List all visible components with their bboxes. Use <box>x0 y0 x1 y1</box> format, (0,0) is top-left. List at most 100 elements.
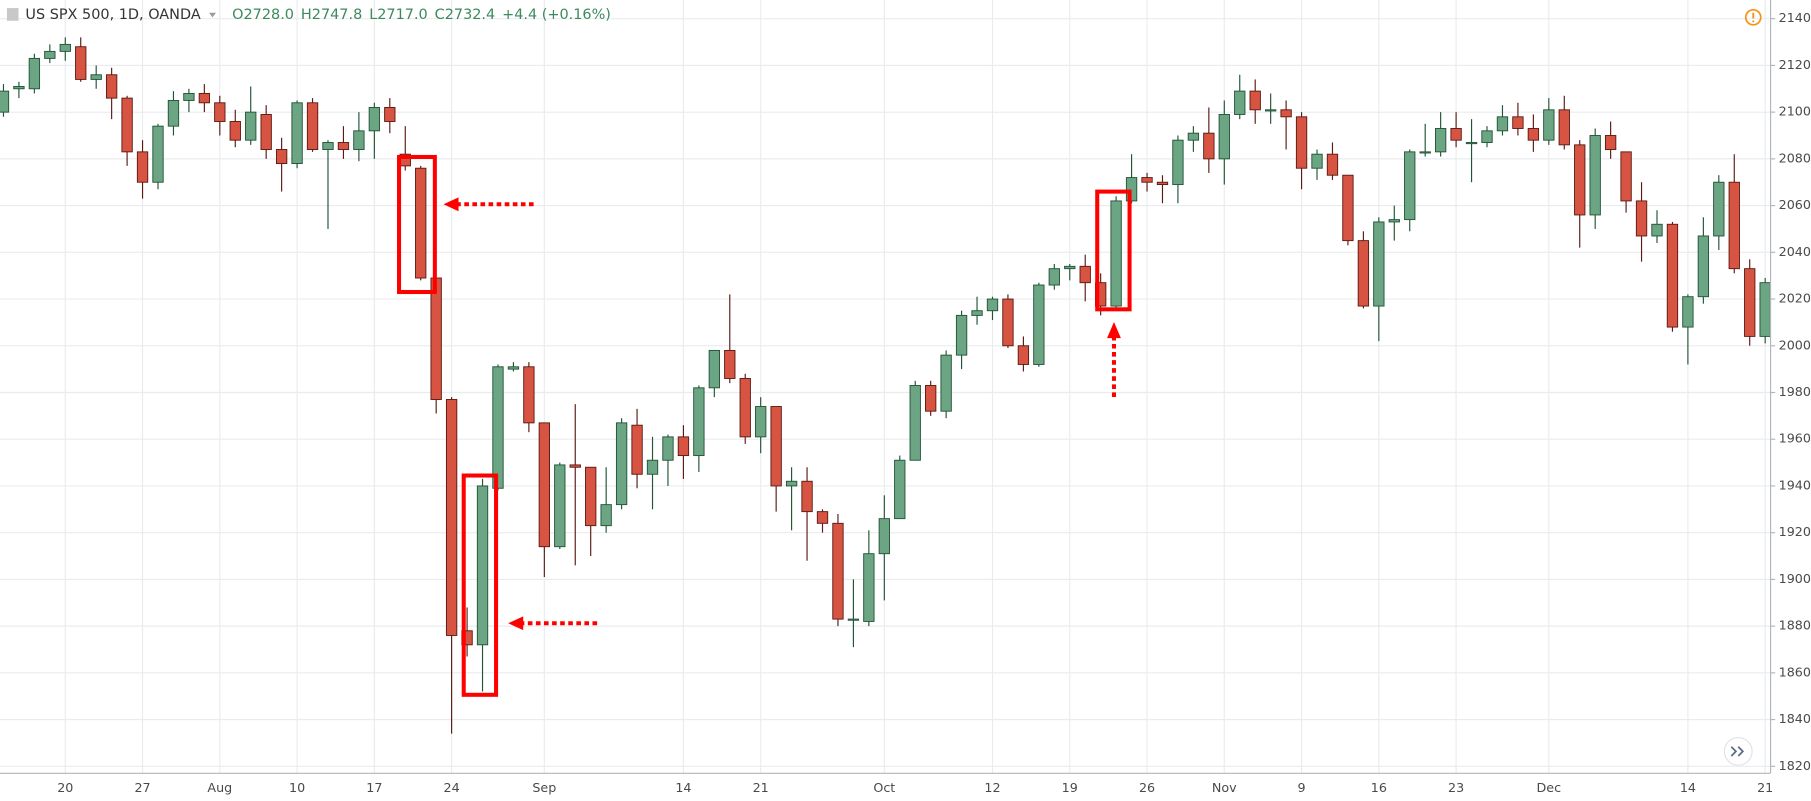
warning-icon[interactable] <box>1744 8 1762 26</box>
candle-body <box>90 74 102 80</box>
candle-body <box>940 354 952 412</box>
candle-body <box>476 485 489 646</box>
annotations <box>397 154 1132 697</box>
candle-body <box>1697 235 1710 298</box>
y-tick-label: 2040.0 <box>1779 244 1811 259</box>
candle-body <box>1388 219 1400 223</box>
candle-body <box>1574 144 1586 216</box>
ohlc-legend: O2728.0 H2747.8 L2717.0 C2732.4 +4.4 (+0.16%… <box>232 7 611 23</box>
candle-body <box>1373 221 1385 307</box>
y-tick-label: 2060.0 <box>1779 197 1811 212</box>
highlight-box <box>397 154 437 295</box>
candle-body <box>770 406 782 487</box>
x-tick-label: 14 <box>1680 780 1696 795</box>
candle-body <box>59 43 71 52</box>
x-tick-label: 16 <box>1371 780 1387 795</box>
y-tick-label: 2140.0 <box>1779 10 1811 25</box>
x-tick-label: Dec <box>1537 780 1562 795</box>
candle-body <box>909 385 921 461</box>
candle-body <box>538 422 550 548</box>
candle-body <box>152 125 164 183</box>
candle-body <box>693 387 705 457</box>
legend-item: L2717.0 <box>369 7 428 23</box>
candle-body <box>229 121 241 141</box>
candle-body <box>724 349 736 379</box>
candle-body <box>677 436 690 457</box>
candle-body <box>1666 223 1679 328</box>
y-tick-label: 2000.0 <box>1779 337 1811 352</box>
candle-body <box>1527 128 1540 141</box>
x-tick-label: 9 <box>1298 780 1306 795</box>
candle-body <box>986 298 999 312</box>
x-tick-label: Sep <box>532 780 556 795</box>
x-tick-label: 14 <box>675 780 691 795</box>
legend-item: +4.4 (+0.16%) <box>502 7 611 23</box>
y-tick-label: 2120.0 <box>1779 57 1811 72</box>
candle-body <box>1434 128 1447 153</box>
candle-body <box>878 518 890 555</box>
candle-body <box>291 102 303 164</box>
candle-body <box>1048 268 1060 286</box>
candle-body <box>183 92 195 101</box>
candle-body <box>1589 135 1601 216</box>
y-tick-label: 1880.0 <box>1779 618 1811 633</box>
candle-body <box>105 74 118 99</box>
candle-body <box>322 142 334 150</box>
scroll-button[interactable] <box>1723 736 1753 766</box>
candle-body <box>445 399 458 636</box>
candle-body <box>1450 128 1462 141</box>
candle-body <box>1620 151 1632 202</box>
candle-body <box>631 424 643 475</box>
candle-body <box>1064 265 1076 270</box>
y-tick-label: 1900.0 <box>1779 571 1811 586</box>
candle-body <box>44 50 56 59</box>
x-tick-label: 27 <box>134 780 150 795</box>
candle-body <box>28 57 41 90</box>
candle-body <box>260 114 272 150</box>
highlight-box <box>461 473 499 697</box>
candle-body <box>13 85 25 90</box>
candle-body <box>739 378 751 438</box>
candle-body <box>337 142 350 150</box>
candle-body <box>1264 109 1277 112</box>
candle-body <box>1110 200 1122 307</box>
candle-body <box>167 99 180 127</box>
candle-body <box>1558 109 1570 146</box>
chart-title: US SPX 500, 1D, OANDA <box>25 7 200 23</box>
candle-body <box>925 385 937 412</box>
candle-body <box>646 459 659 475</box>
x-tick-label: 20 <box>57 780 73 795</box>
symbol-icon <box>6 8 19 21</box>
candle-body <box>523 366 535 424</box>
y-tick-label: 1820.0 <box>1779 758 1811 773</box>
candle-body <box>1280 109 1292 118</box>
legend-item: H2747.8 <box>301 7 362 23</box>
candle-body <box>1635 200 1648 237</box>
candle-body <box>1079 265 1091 284</box>
y-tick-label: 2080.0 <box>1779 150 1811 165</box>
candle-body <box>662 436 674 461</box>
y-tick-label: 1920.0 <box>1779 524 1811 539</box>
candles <box>0 37 1771 734</box>
x-tick-label: Nov <box>1212 780 1237 795</box>
candle-body <box>198 92 211 104</box>
candle-body <box>1141 177 1153 183</box>
candle-body <box>121 97 133 153</box>
candle-body <box>1187 132 1200 141</box>
arrow-head <box>508 616 524 631</box>
axes: 1820.0 1840.0 1860.0 1880.0 1900.0 1920.0 1940… <box>57 10 1811 795</box>
candle-body <box>585 466 597 527</box>
candle-body <box>1249 90 1261 111</box>
candle-body <box>1404 151 1416 221</box>
candle-body <box>1481 130 1493 143</box>
x-tick-label: 19 <box>1062 780 1078 795</box>
candle-body <box>275 149 288 164</box>
dropdown-caret[interactable] <box>209 12 216 18</box>
candle-body <box>615 422 628 506</box>
highlight-box <box>1095 189 1132 312</box>
candle-body <box>894 459 906 520</box>
y-tick-label: 1840.0 <box>1779 711 1811 726</box>
arrow-head <box>443 197 459 212</box>
x-tick-label: 26 <box>1139 780 1155 795</box>
